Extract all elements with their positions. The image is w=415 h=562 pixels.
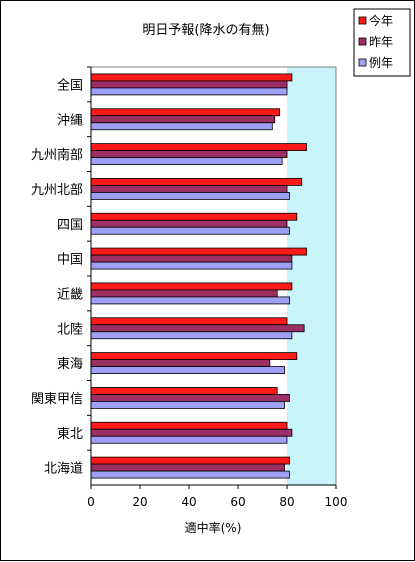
bar-1-7 <box>90 282 293 291</box>
bar-3-9 <box>90 366 285 374</box>
category-label: 東北 <box>57 426 83 442</box>
legend-label: 今年 <box>369 13 393 28</box>
category-label: 近畿 <box>57 287 83 302</box>
bar-3-4 <box>90 192 290 200</box>
bar-3-6 <box>90 261 293 270</box>
legend-swatch <box>358 37 367 46</box>
bar-2-3 <box>90 150 288 158</box>
bar-3-10 <box>90 401 285 409</box>
chart-title: 明日予報(降水の有無) <box>142 23 269 38</box>
x-tick-label: 100 <box>325 495 348 509</box>
bar-3-8 <box>90 331 293 340</box>
category-label: 沖縄 <box>57 113 83 128</box>
category-label: 九州北部 <box>31 183 83 198</box>
category-label: 東海 <box>57 356 83 372</box>
bar-1-12 <box>90 456 290 465</box>
bar-2-5 <box>90 219 288 228</box>
bar-1-5 <box>90 212 298 221</box>
bar-2-12 <box>90 463 285 472</box>
x-axis-label: 適中率(%) <box>185 520 242 535</box>
bar-2-6 <box>90 254 293 263</box>
bar-3-3 <box>90 157 283 165</box>
bar-2-2 <box>90 115 276 124</box>
bar-3-1 <box>90 87 288 96</box>
x-tick-label: 40 <box>181 495 196 509</box>
bar-3-2 <box>90 122 273 131</box>
bar-1-8 <box>90 317 288 326</box>
bar-2-9 <box>90 359 271 367</box>
bar-1-4 <box>90 178 303 186</box>
bar-2-8 <box>90 324 305 333</box>
bar-1-3 <box>90 143 308 151</box>
legend-label: 昨年 <box>369 35 393 49</box>
category-label: 四国 <box>57 218 83 233</box>
category-label: 北海道 <box>44 462 83 477</box>
bar-3-12 <box>90 470 290 479</box>
legend-label: 例年 <box>369 56 393 70</box>
bar-1-11 <box>90 421 288 430</box>
bar-1-9 <box>90 352 298 360</box>
legend-swatch <box>358 58 367 67</box>
bar-2-7 <box>90 289 278 298</box>
bar-3-5 <box>90 226 290 235</box>
bar-2-4 <box>90 185 288 193</box>
legend-swatch <box>358 16 367 25</box>
bar-1-6 <box>90 247 308 256</box>
bar-3-7 <box>90 296 290 305</box>
bar-2-1 <box>90 80 288 89</box>
category-label: 関東甲信 <box>31 391 83 407</box>
bar-3-11 <box>90 435 288 444</box>
category-label: 全国 <box>57 77 83 93</box>
category-label: 北陸 <box>57 321 83 337</box>
bar-1-2 <box>90 108 281 117</box>
category-label: 中国 <box>57 253 83 268</box>
bar-1-1 <box>90 73 293 82</box>
x-tick-label: 20 <box>132 495 147 509</box>
category-label: 九州南部 <box>31 147 83 163</box>
x-tick-label: 0 <box>87 495 95 509</box>
x-tick-label: 60 <box>230 495 245 509</box>
bar-2-11 <box>90 428 293 437</box>
bar-2-10 <box>90 394 290 402</box>
plot-inner-region <box>91 67 287 485</box>
x-tick-label: 80 <box>279 495 294 509</box>
bar-1-10 <box>90 387 278 395</box>
